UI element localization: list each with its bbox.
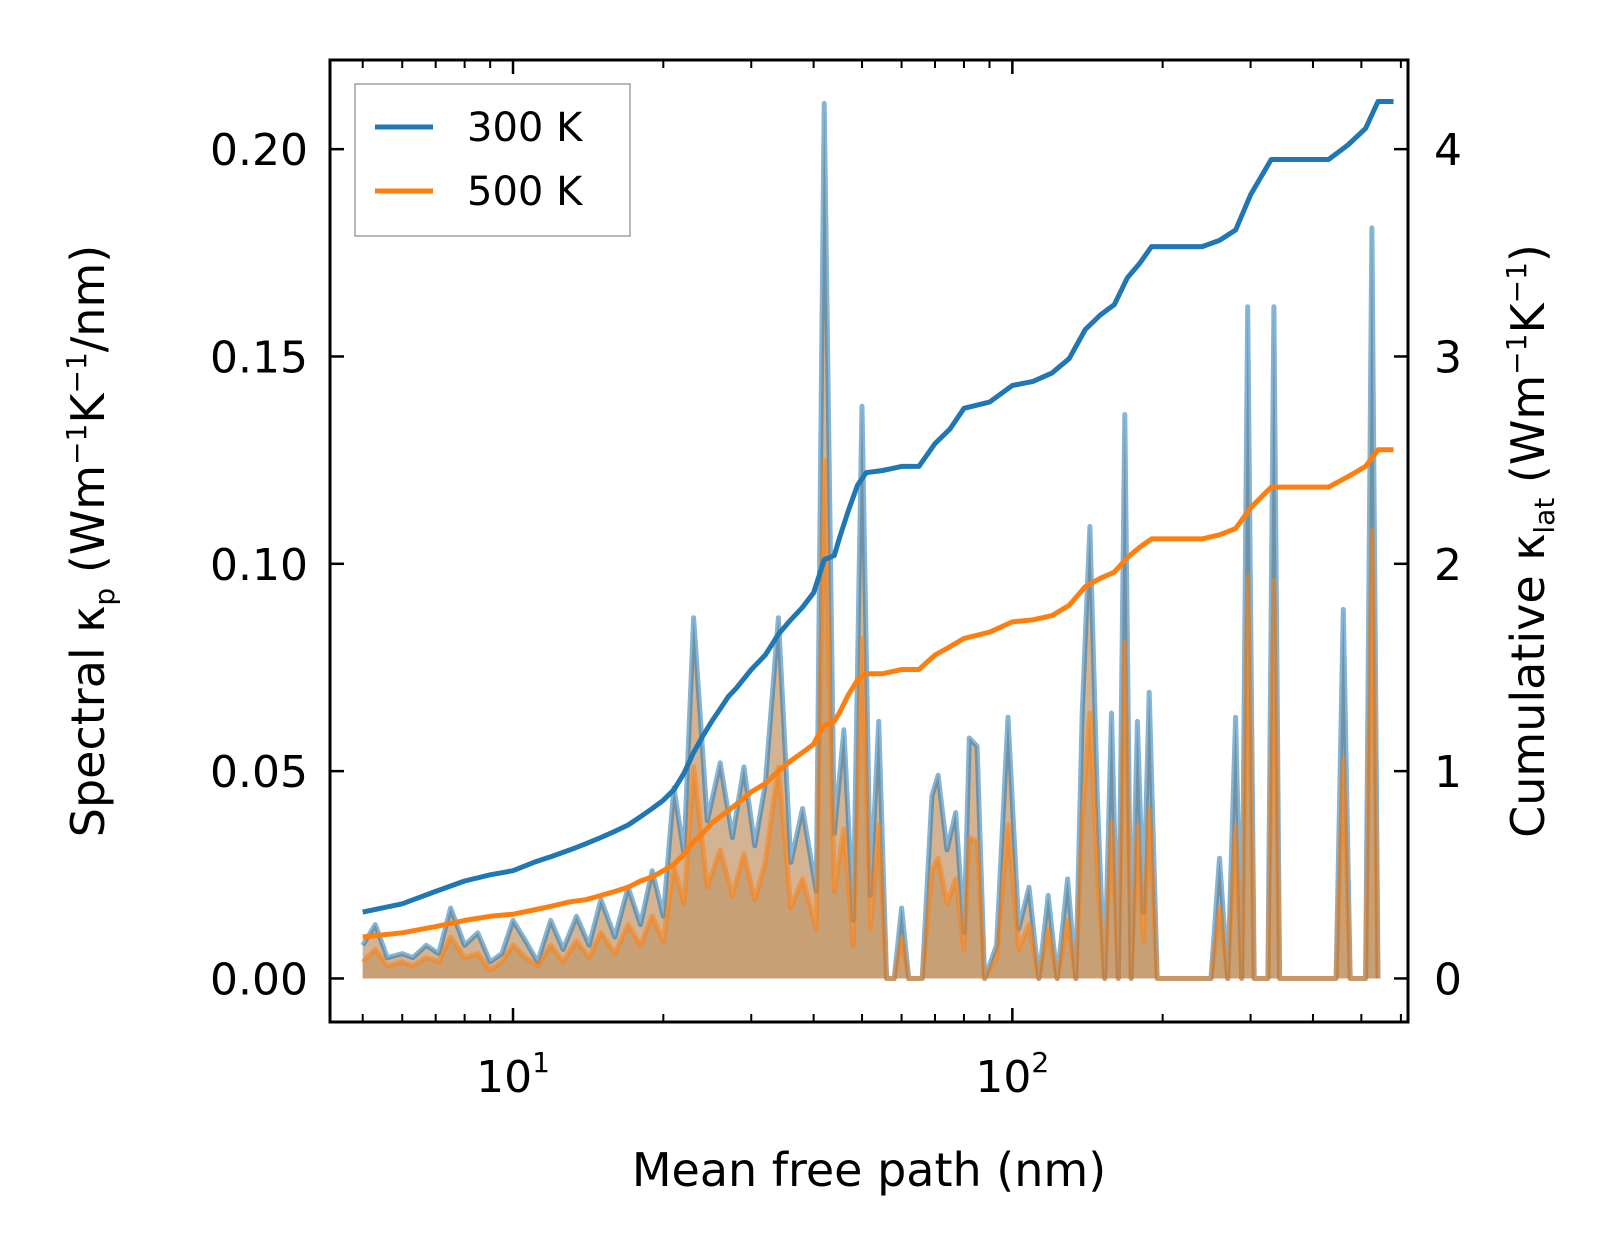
x-axis-label: Mean free path (nm) bbox=[632, 1143, 1106, 1197]
right-y-tick-label-2: 2 bbox=[1434, 540, 1462, 591]
cumulative-line-300k bbox=[362, 99, 1394, 915]
axis-ticks: 0.00 0.05 0.10 0.15 0.20 0 1 2 3 4 101 102 bbox=[210, 60, 1462, 1103]
legend: 300 K 500 K bbox=[354, 83, 631, 237]
plot-frame bbox=[328, 58, 1410, 1024]
spectral-fill-500k bbox=[362, 460, 1378, 979]
spectral-line-500k bbox=[360, 457, 1381, 981]
legend-box bbox=[354, 83, 631, 237]
legend-label-300k: 300 K bbox=[467, 105, 584, 151]
legend-label-500k: 500 K bbox=[467, 169, 584, 215]
left-y-tick-label-0.00: 0.00 bbox=[210, 954, 308, 1005]
left-axis-label: Spectral κp (Wm−1K−1/nm) bbox=[60, 245, 121, 837]
right-y-tick-label-0: 0 bbox=[1434, 954, 1462, 1005]
x-tick-label-10: 101 bbox=[476, 1046, 550, 1103]
cumulative-line-500k bbox=[362, 447, 1394, 940]
right-y-tick-label-3: 3 bbox=[1434, 332, 1462, 383]
spectral-lines bbox=[360, 101, 1381, 981]
right-axis-label: Cumulative κlat (Wm−1K−1) bbox=[1500, 244, 1561, 838]
left-y-tick-label-0.05: 0.05 bbox=[210, 747, 308, 798]
right-y-tick-label-4: 4 bbox=[1434, 125, 1462, 176]
x-tick-label-100: 102 bbox=[975, 1046, 1049, 1103]
right-y-tick-label-1: 1 bbox=[1434, 747, 1462, 798]
left-y-tick-label-0.20: 0.20 bbox=[210, 125, 308, 176]
left-y-tick-label-0.10: 0.10 bbox=[210, 540, 308, 591]
left-y-tick-label-0.15: 0.15 bbox=[210, 332, 308, 383]
cumulative-lines bbox=[362, 99, 1394, 940]
